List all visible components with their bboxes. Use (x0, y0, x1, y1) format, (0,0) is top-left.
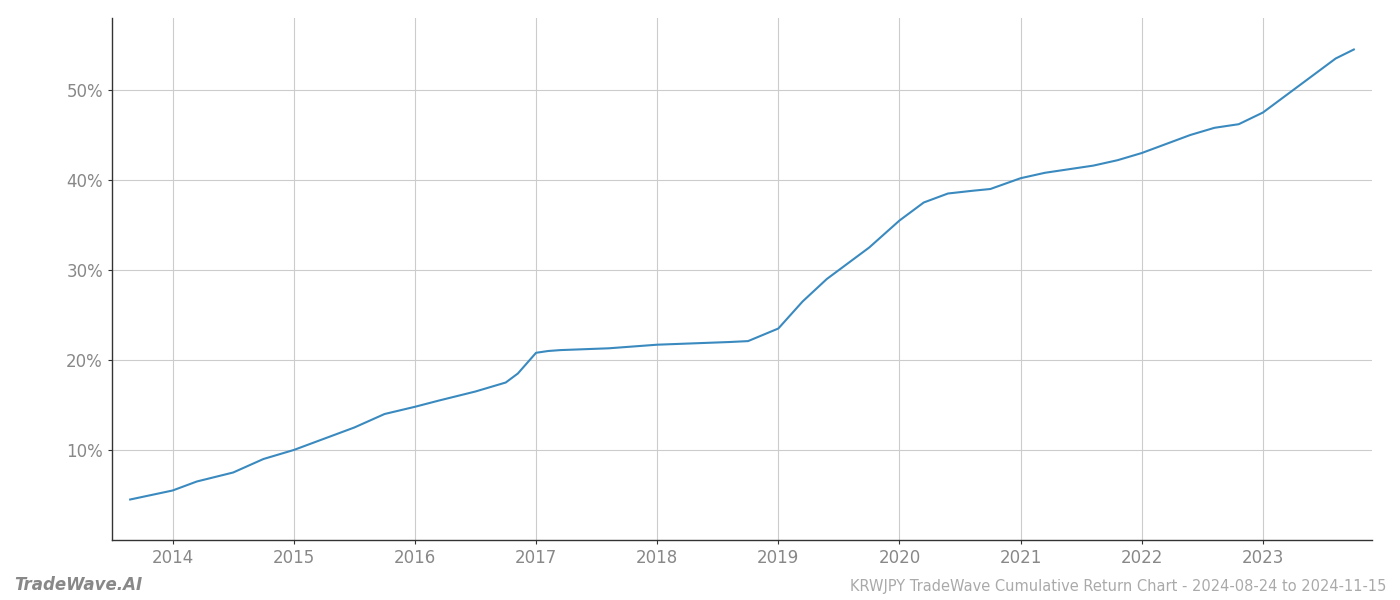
Text: TradeWave.AI: TradeWave.AI (14, 576, 143, 594)
Text: KRWJPY TradeWave Cumulative Return Chart - 2024-08-24 to 2024-11-15: KRWJPY TradeWave Cumulative Return Chart… (850, 579, 1386, 594)
